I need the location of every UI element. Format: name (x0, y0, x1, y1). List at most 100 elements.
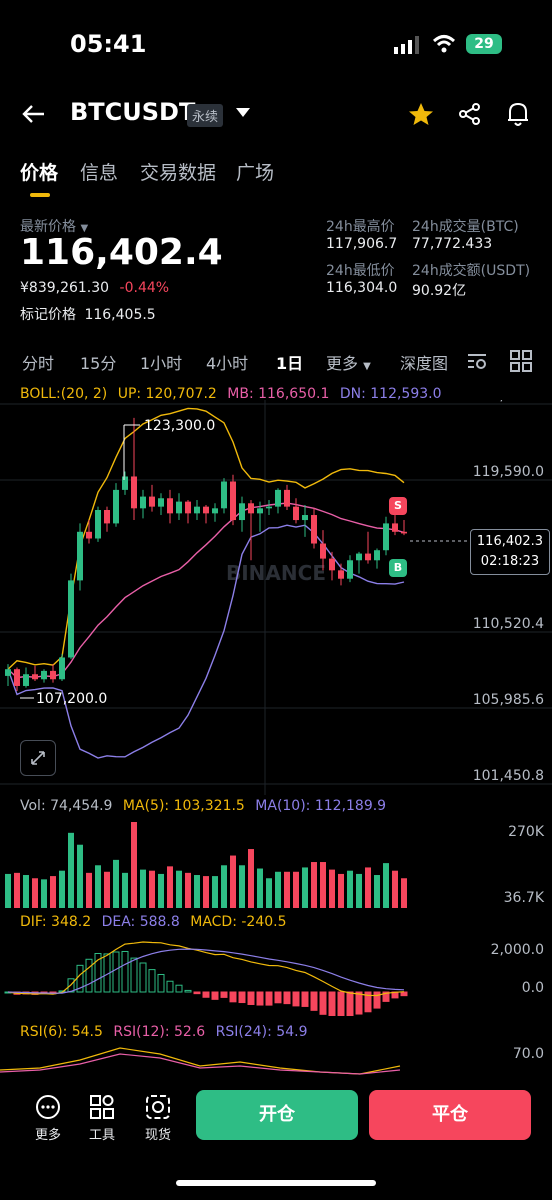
tools-button[interactable]: 工具 (82, 1094, 122, 1143)
macd-bar (337, 991, 345, 1016)
status-time: 05:41 (70, 30, 147, 58)
volume-chart (5, 822, 407, 908)
share-icon[interactable] (458, 102, 482, 126)
interval-1h[interactable]: 1小时 (140, 354, 183, 373)
candle-body (104, 509, 110, 524)
volume-bar (221, 865, 227, 908)
macd-bar (373, 991, 381, 1009)
layout-grid-icon[interactable] (510, 350, 532, 372)
candle-body (140, 496, 146, 509)
fullscreen-button[interactable] (20, 740, 56, 776)
price-axis: 124,124.8 119,590.0 110,520.4 105,985.6 101,… (473, 400, 544, 784)
candle-body (212, 508, 218, 514)
candle-body (23, 674, 29, 686)
spot-button[interactable]: 现货 (138, 1094, 178, 1143)
perpetual-badge: 永续 (187, 104, 224, 127)
macd-bar (211, 991, 219, 1000)
macd-bar (265, 991, 273, 1006)
volume-bar (266, 878, 272, 908)
latest-price-label[interactable]: 最新价格 ▼ (20, 219, 89, 235)
tools-icon (90, 1095, 114, 1119)
vol-usdt-label: 24h成交额(USDT) (412, 263, 531, 279)
sell-marker[interactable]: S (389, 497, 407, 515)
volume-bar (68, 832, 74, 908)
volume-bar (122, 872, 128, 908)
more-button[interactable]: 更多 (28, 1094, 68, 1143)
close-position-button[interactable]: 平仓 (369, 1090, 531, 1140)
volume-bar (275, 871, 281, 908)
vol-btc-label: 24h成交量(BTC) (412, 219, 519, 235)
volume-bar (176, 870, 182, 908)
candle-body (338, 570, 344, 579)
macd-bar (85, 958, 93, 993)
candle-body (311, 515, 317, 544)
volume-legend: Vol: 74,454.9 MA(5): 103,321.5 MA(10): 1… (20, 798, 386, 814)
volume-bar (158, 873, 164, 908)
indicator-settings-icon[interactable] (466, 350, 488, 372)
interval-timeline[interactable]: 分时 (22, 354, 55, 373)
volume-bar (329, 869, 335, 908)
mark-price-row: 标记价格 116,405.5 (20, 304, 156, 324)
tab-trade-data[interactable]: 交易数据 (140, 162, 217, 184)
volume-bar (14, 872, 20, 908)
volume-bar (248, 849, 254, 908)
volume-bar (338, 873, 344, 908)
symbol-title[interactable]: BTCUSDT (70, 98, 196, 126)
tab-info[interactable]: 信息 (80, 162, 119, 184)
macd-bar (355, 991, 363, 1015)
candlestick-chart[interactable]: BINANCE 123,300.0 107,200.0 124,124.8 119… (0, 400, 552, 795)
interval-more[interactable]: 更多 ▼ (326, 354, 371, 373)
rsi-legend: RSI(6): 54.5 RSI(12): 52.6 RSI(24): 54.9 (20, 1024, 307, 1040)
candle-body (185, 501, 191, 514)
macd-bar (364, 991, 372, 1013)
macd-bar (121, 950, 129, 993)
macd-dea: DEA: 588.8 (101, 914, 180, 930)
candle-body (302, 515, 308, 521)
volume-bar (302, 867, 308, 908)
volume-bar (347, 870, 353, 908)
boll-legend: BOLL:(20, 2) UP: 120,707.2 MB: 116,650.1… (20, 386, 442, 402)
volume-bar (50, 876, 56, 908)
macd-bar (112, 951, 120, 993)
symbol-dropdown-icon[interactable] (236, 108, 250, 118)
depth-chart[interactable]: 深度图 (400, 354, 449, 373)
vol-axis-bottom: 36.7K (503, 890, 544, 906)
bell-icon[interactable] (506, 100, 530, 128)
high-label: 24h最高价 (326, 219, 395, 235)
interval-1d[interactable]: 1日 (276, 354, 304, 373)
macd-bar (382, 991, 390, 1002)
vol-axis-top: 270K (508, 824, 544, 840)
tools-label: 工具 (88, 1128, 115, 1143)
home-indicator (176, 1180, 376, 1186)
candle-body (131, 476, 137, 509)
back-arrow-icon[interactable] (22, 104, 46, 124)
macd-bar (328, 991, 336, 1016)
spot-icon (146, 1095, 170, 1119)
volume-bar (41, 879, 47, 908)
tab-underline (30, 193, 50, 197)
tab-price[interactable]: 价格 (20, 162, 59, 184)
candles-group (5, 417, 407, 691)
buy-marker[interactable]: B (389, 559, 407, 577)
dif-line (7, 941, 405, 997)
macd-chart (4, 941, 408, 1016)
candle-body (347, 560, 353, 579)
tab-square[interactable]: 广场 (236, 162, 275, 184)
interval-4h[interactable]: 4小时 (206, 354, 249, 373)
macd-bar (283, 991, 291, 1005)
volume-bar (320, 862, 326, 908)
battery-indicator: 29 (466, 34, 502, 54)
volume-bar (149, 870, 155, 908)
low-annotation: 107,200.0 (36, 691, 107, 707)
interval-15m[interactable]: 15分 (80, 354, 117, 373)
open-position-button[interactable]: 开仓 (196, 1090, 358, 1140)
candle-body (59, 657, 65, 680)
star-icon[interactable] (408, 102, 434, 126)
volume-bar (392, 870, 398, 908)
volume-bar (365, 867, 371, 908)
macd-bar (400, 991, 408, 997)
macd-legend: DIF: 348.2 DEA: 588.8 MACD: -240.5 (20, 914, 287, 930)
candle-body (158, 498, 164, 507)
signal-icon (394, 36, 419, 54)
low-value: 116,304.0 (326, 280, 398, 296)
